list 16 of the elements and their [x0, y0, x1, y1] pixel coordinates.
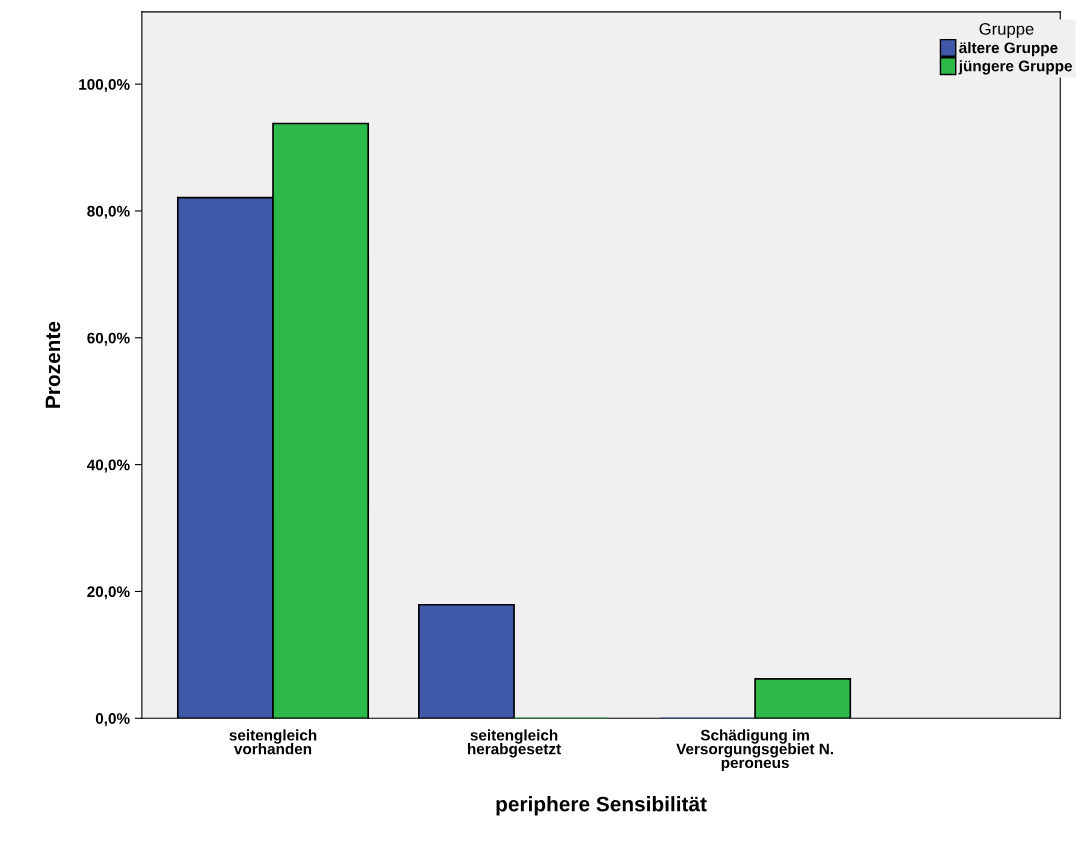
- y-tick-label: 100,0%: [79, 79, 130, 93]
- legend-label: jüngere Gruppe: [958, 60, 1073, 75]
- y-tick-label: 80,0%: [87, 205, 130, 219]
- y-tick-label: 0,0%: [95, 713, 130, 727]
- y-axis-title: Prozente: [45, 321, 61, 408]
- y-tick-label: 20,0%: [87, 586, 130, 600]
- y-tick-label: 60,0%: [87, 332, 130, 346]
- bar: [754, 678, 852, 719]
- legend-label: ältere Gruppe: [959, 41, 1058, 57]
- legend-title: Gruppe: [979, 22, 1034, 39]
- x-tick-label: seitengleich vorhanden: [229, 729, 317, 755]
- x-axis-title: periphere Sensibilität: [496, 796, 707, 816]
- x-tick-label: seitengleich herabgesetzt: [468, 729, 561, 758]
- bar: [417, 603, 515, 719]
- y-tick-label: 40,0%: [86, 459, 130, 473]
- x-tick-label: Schädigung im Versorgungsgebiet N. peroneus: [676, 729, 833, 772]
